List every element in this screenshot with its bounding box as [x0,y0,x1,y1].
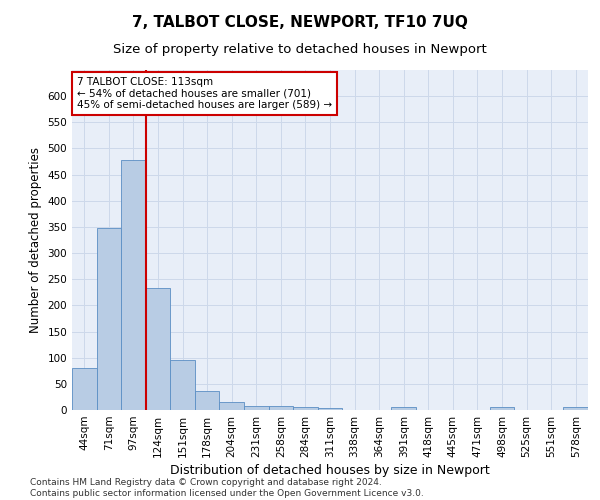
Bar [293,408,318,410]
Bar [146,288,170,410]
Y-axis label: Number of detached properties: Number of detached properties [29,147,42,333]
Bar [170,360,195,410]
Text: 7 TALBOT CLOSE: 113sqm
← 54% of detached houses are smaller (701)
45% of semi-de: 7 TALBOT CLOSE: 113sqm ← 54% of detached… [77,77,332,110]
Bar [269,406,293,410]
Bar [195,390,220,410]
Bar [121,160,146,410]
Text: Contains HM Land Registry data © Crown copyright and database right 2024.
Contai: Contains HM Land Registry data © Crown c… [30,478,424,498]
Bar [244,406,269,410]
Bar [72,368,97,410]
Bar [563,408,588,410]
Text: Size of property relative to detached houses in Newport: Size of property relative to detached ho… [113,42,487,56]
Text: 7, TALBOT CLOSE, NEWPORT, TF10 7UQ: 7, TALBOT CLOSE, NEWPORT, TF10 7UQ [132,15,468,30]
Bar [97,228,121,410]
Bar [220,402,244,410]
Bar [318,408,342,410]
X-axis label: Distribution of detached houses by size in Newport: Distribution of detached houses by size … [170,464,490,477]
Bar [490,408,514,410]
Bar [391,408,416,410]
